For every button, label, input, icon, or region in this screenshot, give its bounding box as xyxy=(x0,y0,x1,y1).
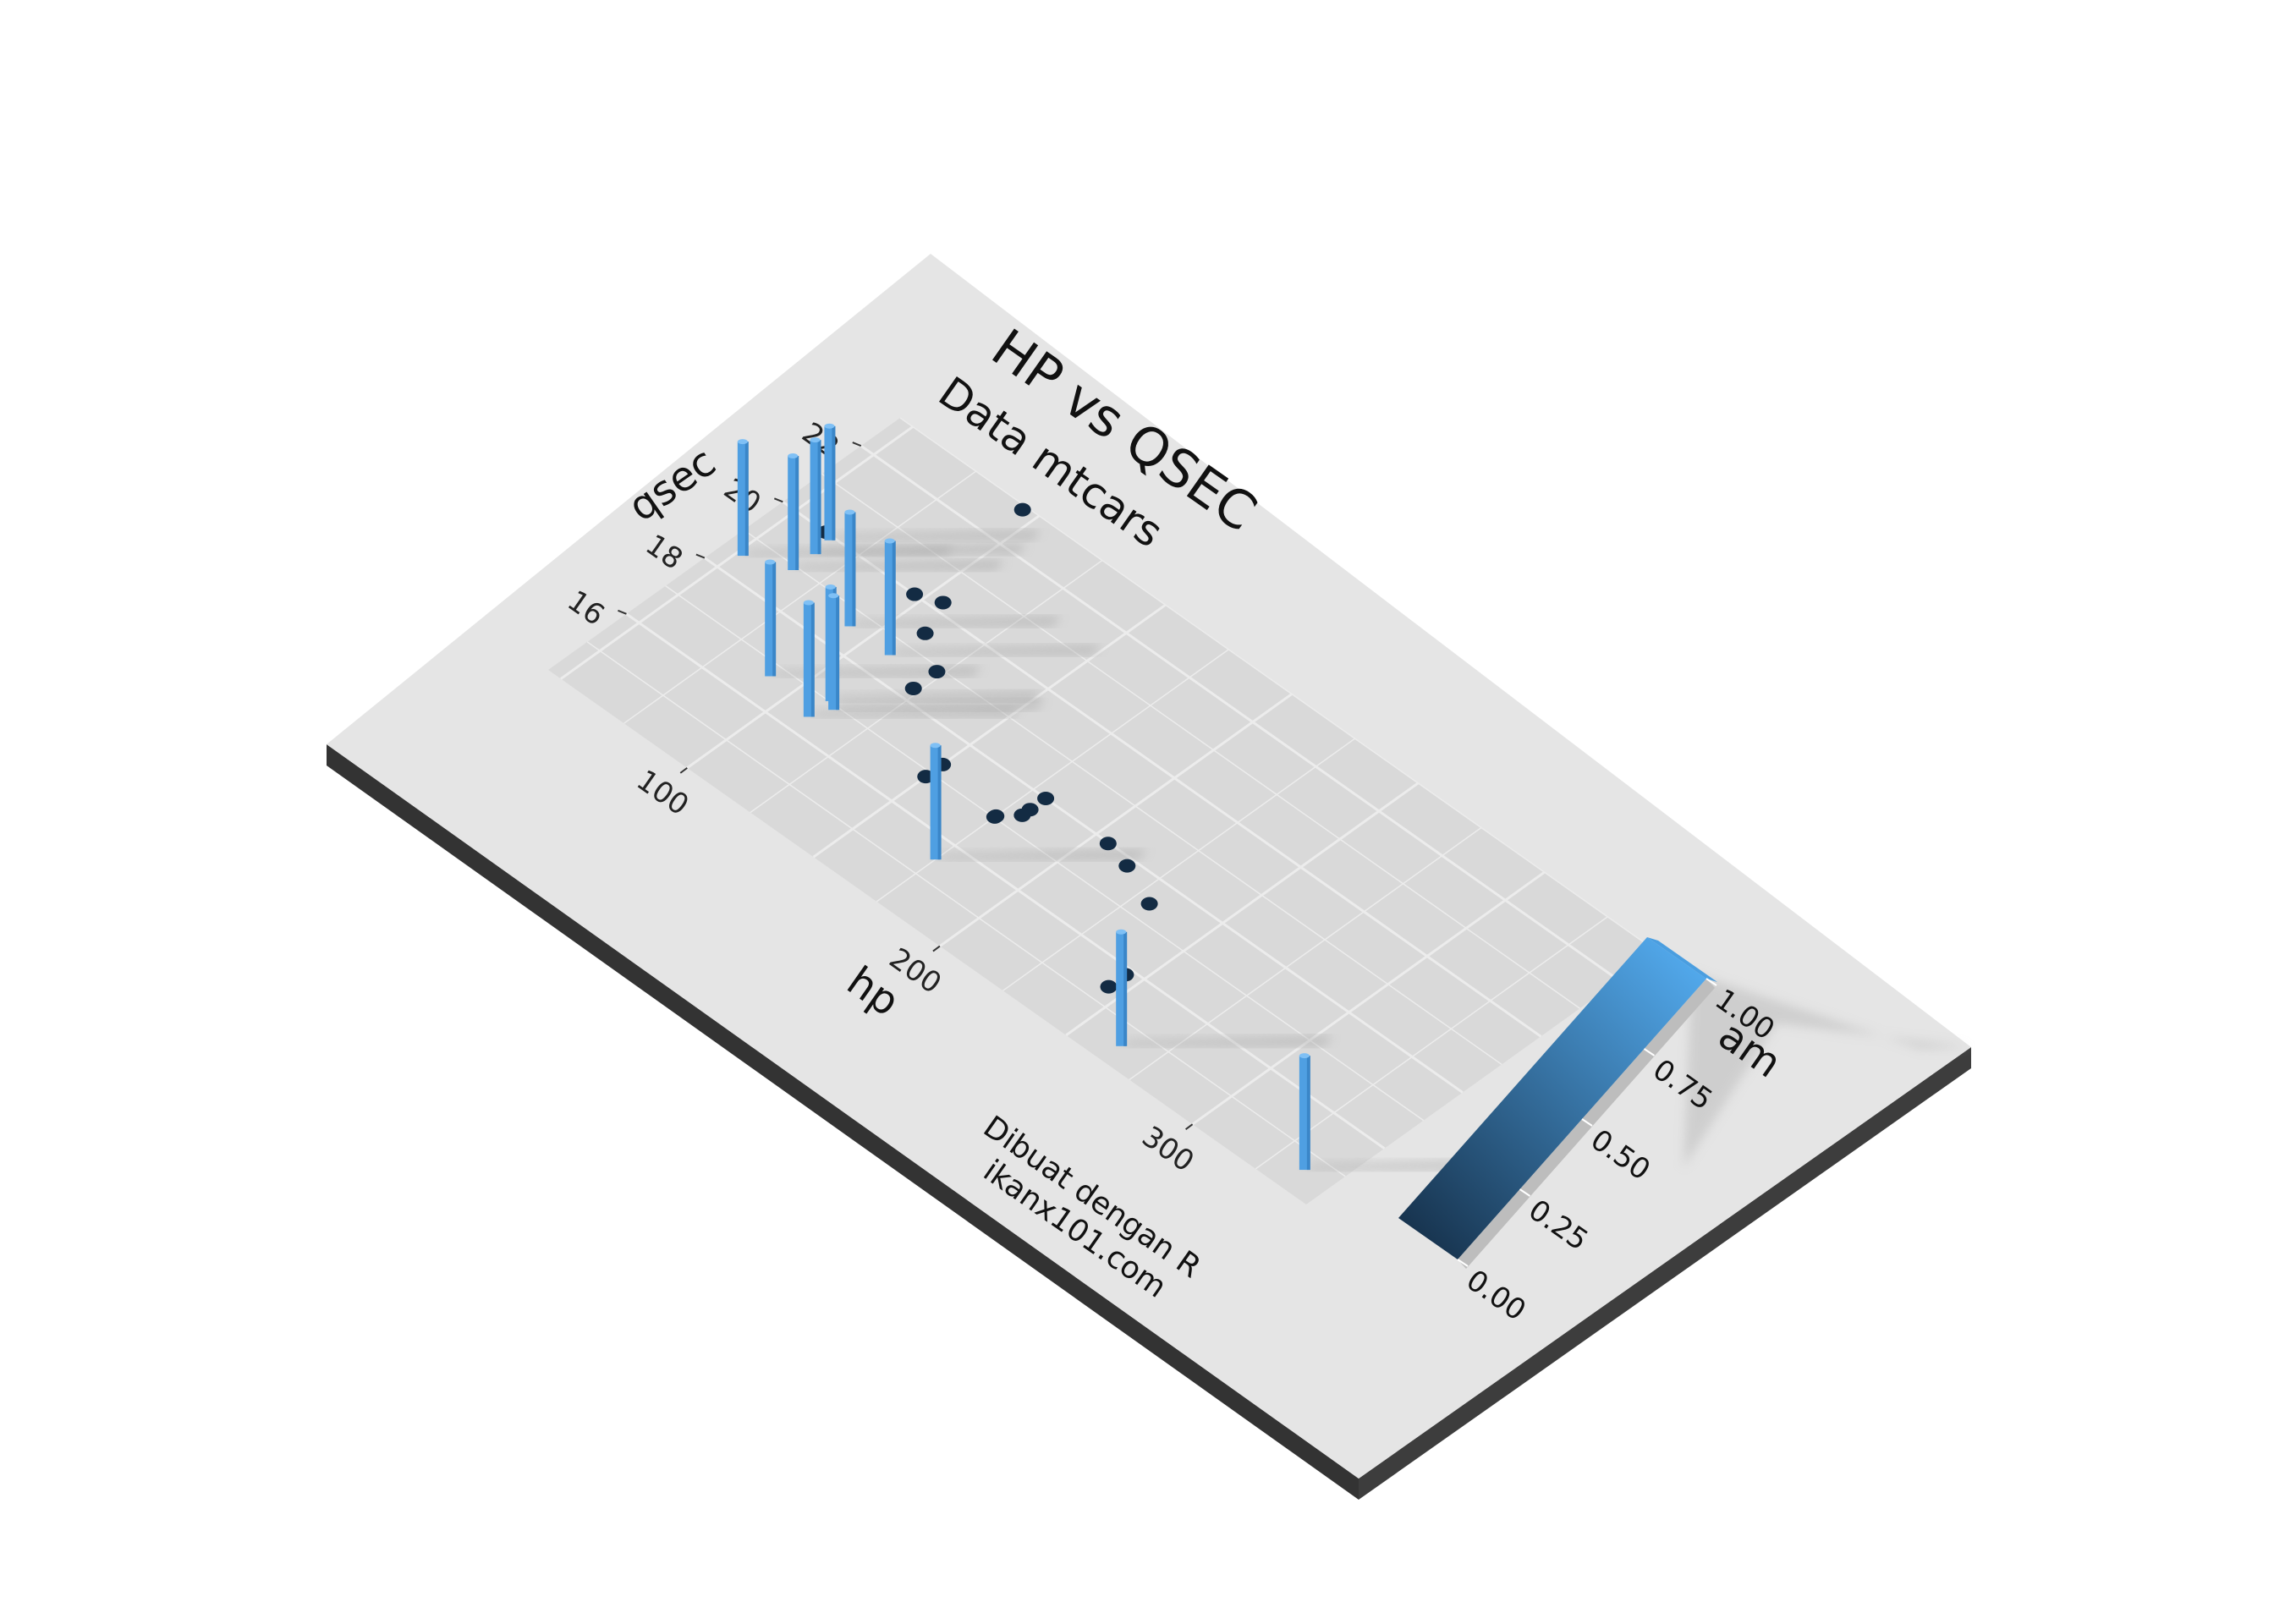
data-bar-top xyxy=(765,559,776,565)
data-bar-top xyxy=(930,743,941,749)
data-point xyxy=(1013,808,1031,822)
legend-shadow xyxy=(1684,973,1971,1167)
y-tick-mark xyxy=(852,442,862,447)
data-bar-top xyxy=(1299,1053,1310,1059)
data-point xyxy=(917,770,935,784)
y-tick-mark xyxy=(618,609,627,615)
bar-shadow xyxy=(833,700,1046,710)
data-bar-top xyxy=(1116,929,1127,935)
y-tick-mark xyxy=(695,553,706,559)
grid-line-x xyxy=(939,693,1293,947)
bar-shadow xyxy=(935,849,1147,860)
legend-color-bar-top xyxy=(1647,937,1717,982)
data-bar-top xyxy=(884,538,895,544)
x-tick-mark xyxy=(932,945,941,952)
data-bar-side xyxy=(1306,1056,1310,1171)
data-bar-top xyxy=(824,423,835,429)
grid-line-x xyxy=(1002,738,1356,991)
data-point xyxy=(934,595,952,610)
data-bar-side xyxy=(892,540,896,656)
grid-line-x xyxy=(1191,870,1546,1126)
grid-line-x xyxy=(686,514,1041,770)
grid-line-x xyxy=(1255,916,1608,1170)
data-bar-side xyxy=(744,442,749,557)
grid-line-x xyxy=(623,470,977,724)
data-bar-side xyxy=(795,455,799,570)
legend-tick-mark xyxy=(1706,978,1717,986)
bar-shadow xyxy=(829,529,1041,540)
data-point xyxy=(1013,502,1031,517)
data-bar-top xyxy=(803,600,814,606)
data-bar-side xyxy=(852,512,856,627)
data-point xyxy=(1118,859,1136,873)
grid-line-x xyxy=(750,559,1103,814)
grid-line-y xyxy=(743,529,1502,1066)
data-point xyxy=(1140,897,1158,911)
bar-shadow xyxy=(815,544,1027,555)
base-slab-right-side xyxy=(1359,1047,1971,1500)
bar-shadow xyxy=(849,616,1062,627)
data-bar-top xyxy=(810,437,821,443)
data-bars xyxy=(737,423,1310,1171)
legend-tick-mark xyxy=(1581,1118,1593,1127)
data-point xyxy=(1099,837,1117,851)
grid-line-x xyxy=(812,603,1167,859)
legend-tick-mark xyxy=(1519,1188,1531,1197)
x-tick-mark xyxy=(1184,1123,1194,1130)
data-bar-side xyxy=(810,602,815,717)
legend-tick-mark xyxy=(1643,1048,1656,1056)
data-point xyxy=(906,587,924,601)
data-bar-side xyxy=(832,425,836,540)
legend-wedge-side xyxy=(1458,979,1715,1269)
data-bar-top xyxy=(737,439,748,445)
data-bar-top xyxy=(788,453,799,458)
grid-line-x xyxy=(1129,826,1482,1081)
bar-shadow xyxy=(1121,1035,1333,1046)
y-tick-mark xyxy=(773,497,783,503)
data-bar-side xyxy=(937,745,942,860)
data-bar-side xyxy=(836,595,840,710)
data-point xyxy=(1037,791,1055,805)
legend-color-bar xyxy=(1398,937,1706,1259)
grid-line-y xyxy=(625,612,1386,1150)
legend-tick-mark xyxy=(1457,1259,1469,1267)
bar-shadow xyxy=(830,690,1042,701)
data-point xyxy=(1100,979,1118,994)
grid-line-x xyxy=(560,425,914,680)
bar-shadow xyxy=(770,666,982,677)
data-bar-top xyxy=(828,593,839,599)
data-bar-side xyxy=(772,562,777,677)
bar-shadow xyxy=(889,645,1101,656)
data-point xyxy=(904,681,922,695)
data-bar-top xyxy=(825,584,836,590)
data-bar-side xyxy=(1123,931,1128,1046)
data-point xyxy=(916,626,934,640)
data-point xyxy=(986,809,1003,824)
data-point xyxy=(928,665,946,679)
data-bar-top xyxy=(844,509,855,515)
grid-line-y xyxy=(586,641,1346,1177)
data-bar-side xyxy=(817,440,821,555)
x-tick-mark xyxy=(679,767,688,774)
base-slab-front-side xyxy=(327,744,1359,1500)
